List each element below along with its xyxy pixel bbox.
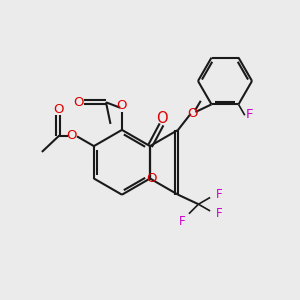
Text: O: O: [187, 107, 197, 120]
Text: F: F: [216, 208, 222, 220]
Text: O: O: [74, 95, 84, 109]
Text: F: F: [246, 109, 253, 122]
Text: F: F: [216, 188, 222, 201]
Text: F: F: [179, 215, 186, 228]
Text: O: O: [53, 103, 64, 116]
Text: O: O: [116, 99, 126, 112]
Text: O: O: [146, 172, 157, 185]
Text: O: O: [156, 112, 168, 127]
Text: O: O: [66, 129, 77, 142]
